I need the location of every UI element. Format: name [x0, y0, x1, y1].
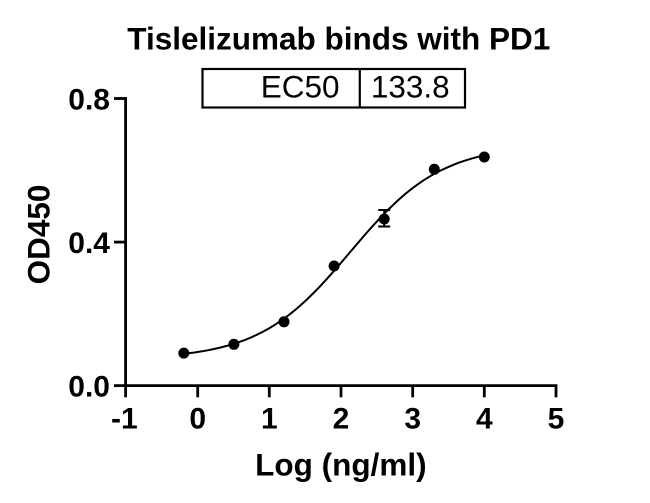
- svg-text:0.0: 0.0: [68, 371, 110, 404]
- svg-text:0.8: 0.8: [68, 84, 110, 117]
- svg-text:-1: -1: [111, 402, 138, 435]
- svg-text:5: 5: [548, 402, 565, 435]
- svg-text:Tislelizumab binds with PD1: Tislelizumab binds with PD1: [127, 21, 550, 57]
- svg-text:OD450: OD450: [20, 185, 56, 285]
- svg-text:3: 3: [404, 402, 421, 435]
- svg-text:0.4: 0.4: [68, 227, 110, 260]
- svg-text:4: 4: [476, 402, 493, 435]
- svg-text:EC50: EC50: [261, 69, 340, 105]
- svg-text:2: 2: [333, 402, 350, 435]
- svg-text:0: 0: [189, 402, 206, 435]
- svg-text:1: 1: [261, 402, 278, 435]
- svg-text:Log (ng/ml): Log (ng/ml): [255, 447, 426, 483]
- svg-text:133.8: 133.8: [371, 69, 450, 105]
